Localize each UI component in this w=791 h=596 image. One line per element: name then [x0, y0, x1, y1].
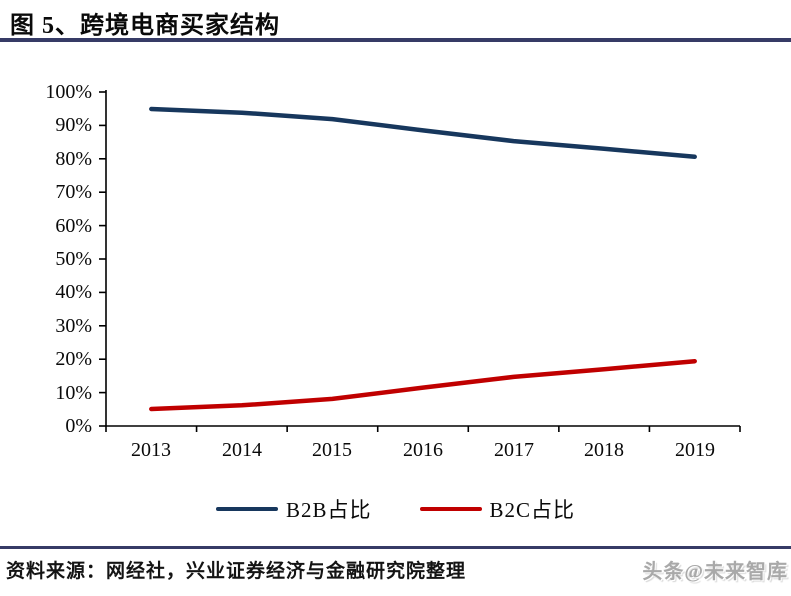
legend-item-b2c: B2C占比 — [419, 494, 576, 524]
source-text: 资料来源：网经社，兴业证券经济与金融研究院整理 — [6, 561, 467, 582]
y-tick-label: 10% — [55, 382, 92, 404]
footer-rule — [0, 546, 791, 549]
b2c-line-swatch-icon — [419, 507, 482, 511]
y-tick-label: 80% — [55, 148, 92, 170]
legend-label: B2B占比 — [285, 498, 372, 522]
x-tick-label: 2018 — [584, 439, 624, 461]
x-tick-label: 2015 — [312, 439, 352, 461]
legend-item-b2b: B2B占比 — [215, 494, 372, 524]
y-tick-label: 70% — [55, 181, 92, 203]
y-tick-label: 100% — [45, 81, 92, 103]
y-tick-label: 0% — [65, 415, 92, 437]
page-title: 图 5、跨境电商买家结构 — [10, 13, 280, 39]
x-tick-label: 2016 — [403, 439, 443, 461]
x-tick-label: 2017 — [494, 439, 534, 461]
x-tick-label: 2013 — [131, 439, 171, 461]
y-tick-label: 90% — [55, 114, 92, 136]
title-underline-rule — [0, 38, 791, 42]
x-tick-label: 2014 — [222, 439, 262, 461]
y-tick-label: 50% — [55, 248, 92, 270]
legend-label: B2C占比 — [489, 498, 576, 522]
watermark-text: 头条@未来智库 — [642, 561, 788, 583]
x-tick-label: 2019 — [675, 439, 715, 461]
y-tick-label: 60% — [55, 215, 92, 237]
y-tick-label: 40% — [55, 281, 92, 303]
b2b-line-swatch-icon — [215, 507, 278, 511]
chart-legend: B2B占比 B2C占比 — [0, 494, 791, 524]
y-tick-label: 20% — [55, 348, 92, 370]
y-tick-label: 30% — [55, 315, 92, 337]
